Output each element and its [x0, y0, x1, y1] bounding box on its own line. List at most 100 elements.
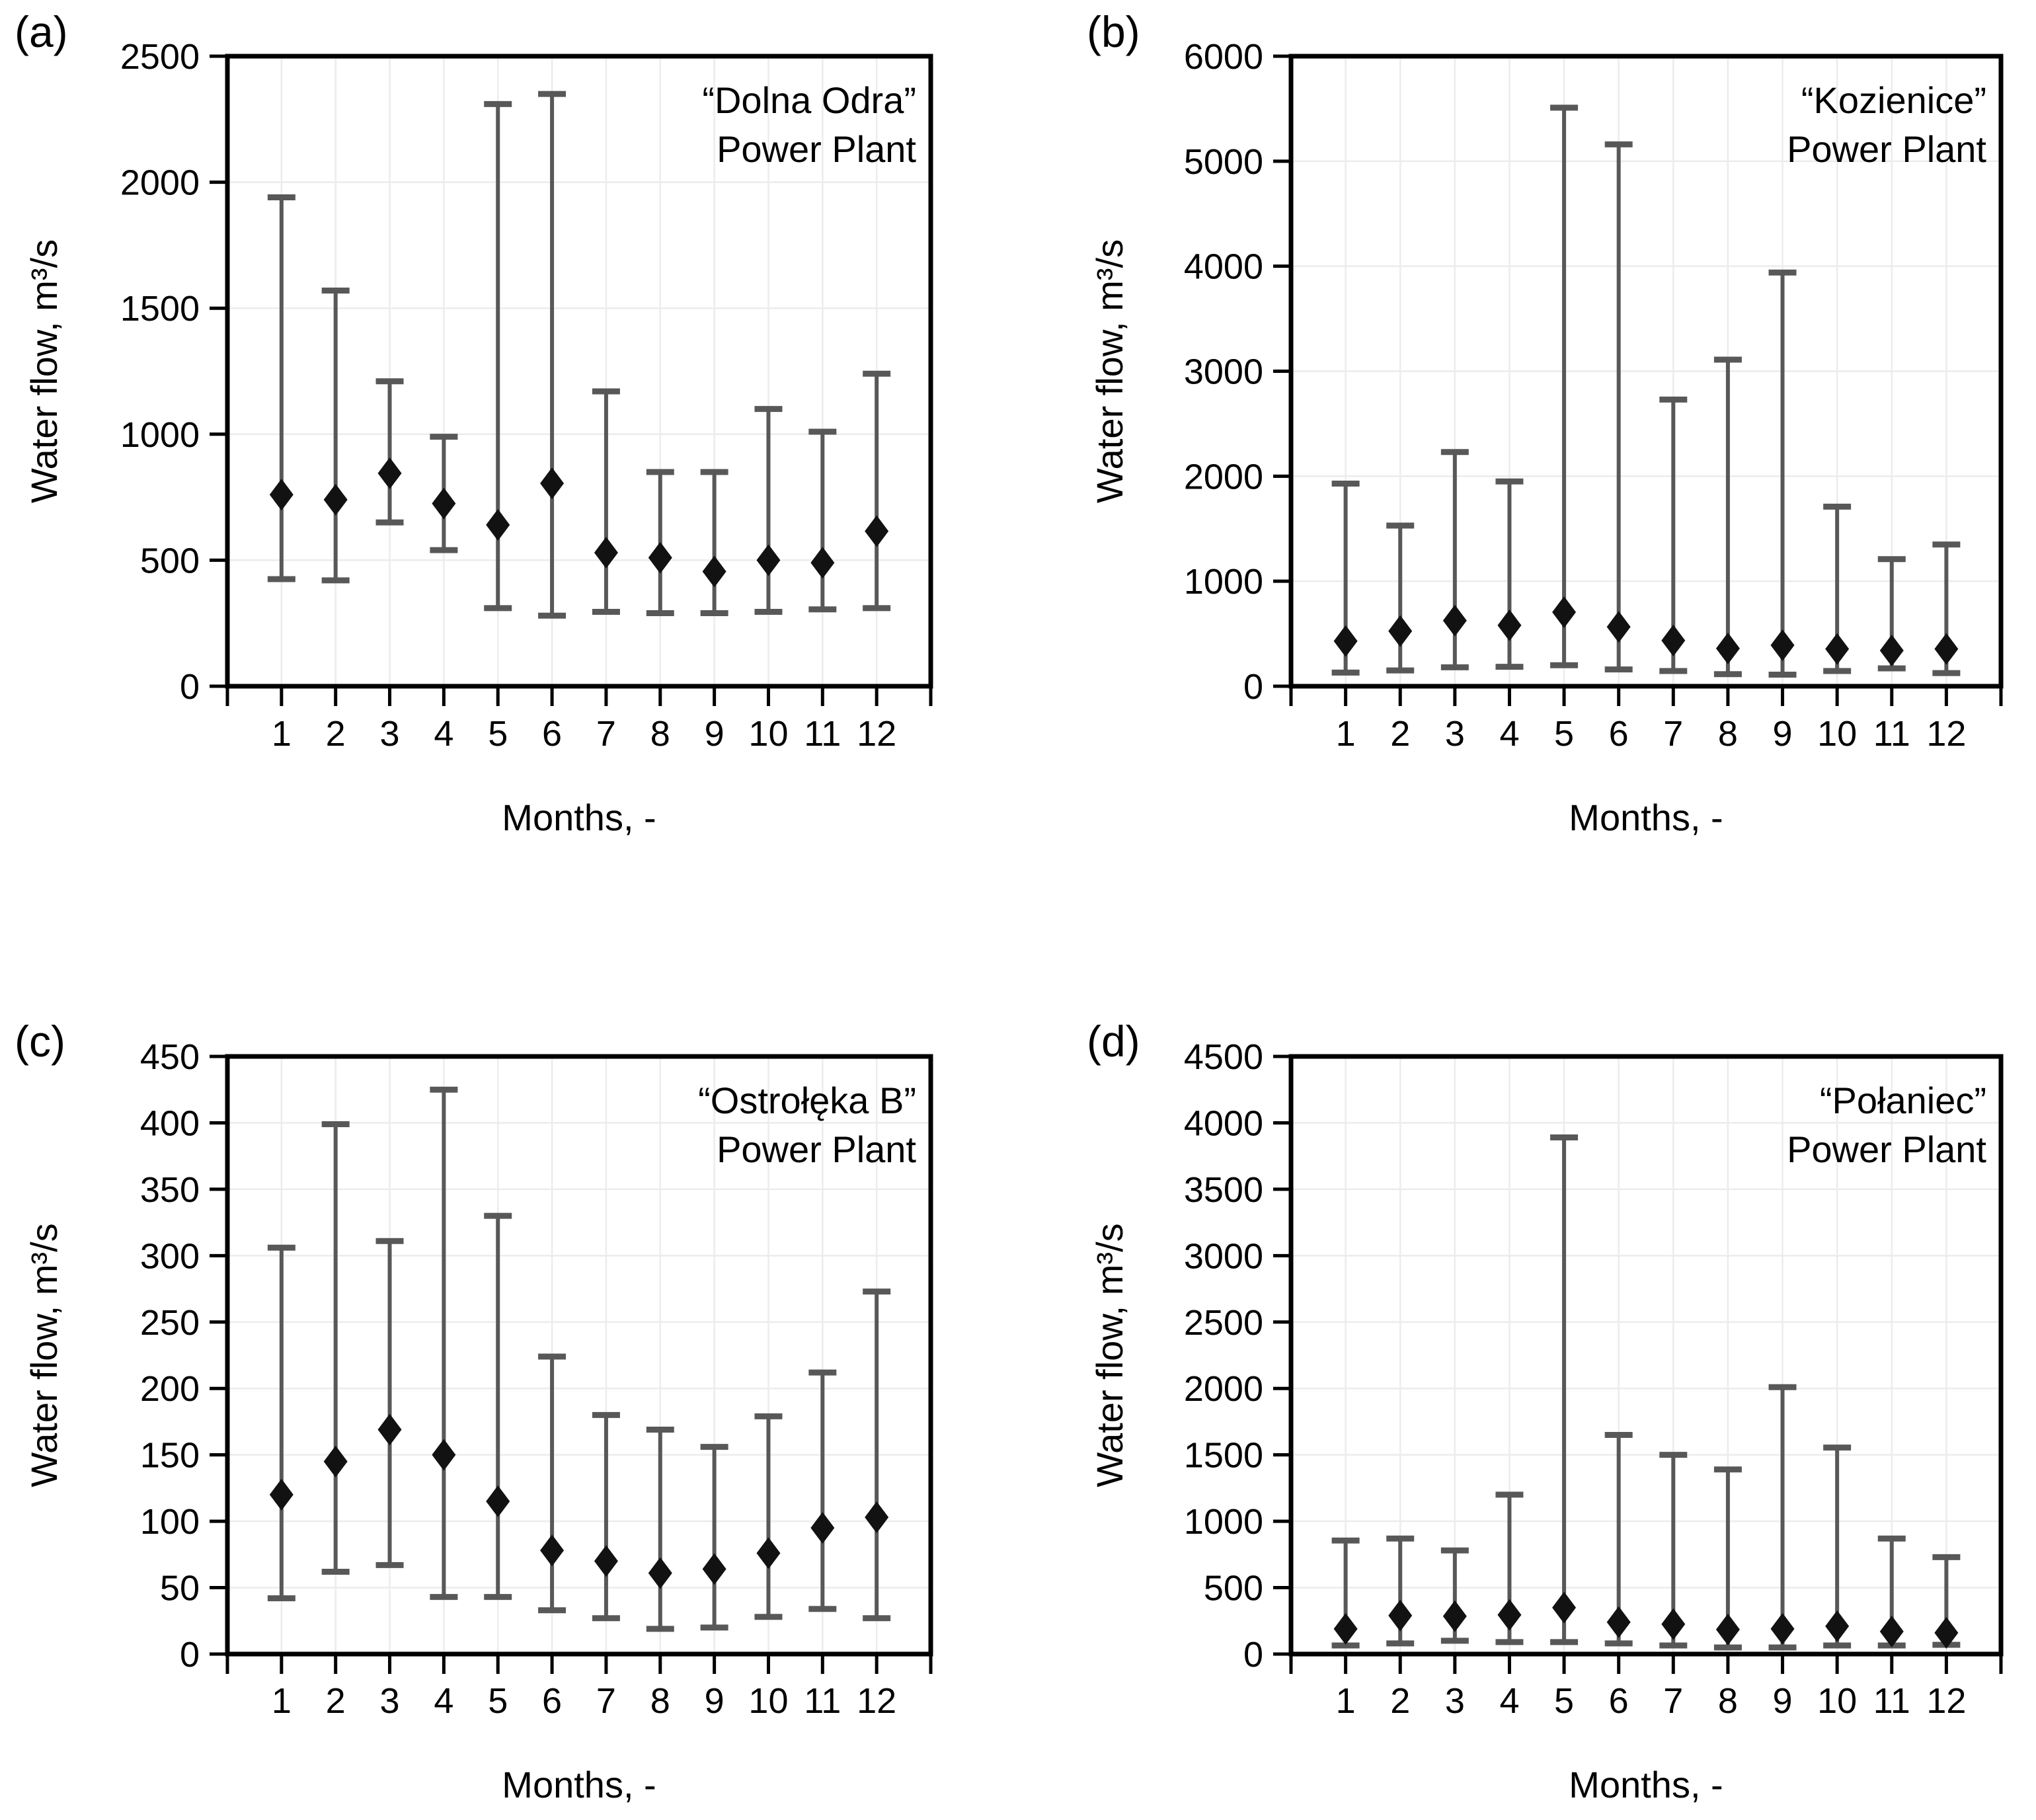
- y-tick-label: 500: [1204, 1569, 1263, 1608]
- panel-d-letter: (d): [1087, 1017, 1140, 1066]
- error-bar-month-10: [754, 406, 783, 615]
- x-tick-label: 5: [488, 1681, 508, 1721]
- panel-b-letter: (b): [1087, 7, 1140, 56]
- mean-marker-month-6: [1606, 1606, 1631, 1638]
- mean-marker-month-2: [1388, 615, 1413, 647]
- y-tick-label: 2000: [1184, 1369, 1263, 1409]
- x-tick-label: 1: [1336, 714, 1356, 754]
- y-tick-label: 200: [140, 1369, 200, 1409]
- x-tick-label: 8: [650, 1681, 670, 1721]
- mean-marker-month-8: [1715, 1613, 1740, 1645]
- y-tick-label: 500: [140, 541, 200, 580]
- error-bar-month-7: [592, 1411, 620, 1622]
- x-tick-label: 9: [705, 714, 724, 754]
- x-tick-label: 4: [434, 714, 453, 754]
- mean-marker-month-3: [377, 1413, 402, 1446]
- mean-marker-month-10: [756, 1537, 781, 1569]
- x-tick-label: 8: [650, 714, 670, 754]
- y-axis-title: Water flow, m³/s: [23, 239, 65, 503]
- x-tick-label: 4: [1499, 714, 1519, 754]
- x-tick-label: 10: [1817, 714, 1857, 754]
- y-axis-title: Water flow, m³/s: [23, 1223, 65, 1487]
- mean-marker-month-11: [810, 547, 835, 579]
- panel-b: (b) 0 1000 2000 3000 4000 5000 6000 1 2 3 4 5 6 7 8 9 10…: [1018, 0, 2036, 910]
- y-axis-title: Water flow, m³/s: [1089, 1223, 1130, 1487]
- plant-annotation-line2: Power Plant: [1787, 128, 1986, 170]
- mean-marker-month-11: [1879, 1615, 1904, 1647]
- x-tick-label: 7: [596, 714, 616, 754]
- x-tick-label: 12: [857, 714, 896, 754]
- mean-marker-month-11: [810, 1512, 835, 1544]
- error-bar-month-2: [321, 288, 350, 584]
- x-tick-label: 4: [434, 1681, 453, 1721]
- error-bar-month-3: [375, 378, 404, 526]
- y-tick-label: 0: [180, 1635, 200, 1675]
- mean-marker-month-4: [432, 1439, 456, 1471]
- error-bar-month-6: [538, 91, 567, 619]
- y-tick-label: 0: [1243, 667, 1263, 707]
- mean-marker-month-12: [865, 515, 889, 547]
- error-bar-month-5: [484, 1212, 512, 1601]
- x-tick-label: 7: [1663, 1681, 1683, 1721]
- error-bar-month-1: [267, 194, 295, 582]
- plant-annotation-line1: “Ostrołęka B”: [698, 1080, 916, 1121]
- error-bar-month-5: [1550, 1134, 1579, 1645]
- mean-marker-month-7: [1661, 624, 1686, 656]
- y-tick-label: 3000: [1184, 1236, 1263, 1276]
- x-tick-label: 10: [1817, 1681, 1857, 1721]
- x-tick-label: 2: [326, 714, 346, 754]
- panel-b-chart: 0 1000 2000 3000 4000 5000 6000 1 2 3 4 5 6 7 8 9 10 11 12…: [1018, 0, 2036, 910]
- y-tick-label: 4000: [1184, 1103, 1263, 1143]
- error-bar-month-5: [1550, 104, 1579, 668]
- mean-marker-month-6: [1606, 611, 1631, 643]
- x-tick-label: 10: [748, 714, 788, 754]
- error-bar-month-6: [1604, 141, 1633, 673]
- mean-marker-month-12: [865, 1501, 889, 1534]
- x-tick-label: 12: [1926, 1681, 1966, 1721]
- mean-marker-month-8: [1715, 632, 1740, 664]
- y-tick-label: 3500: [1184, 1170, 1263, 1210]
- mean-marker-month-7: [594, 536, 618, 569]
- y-tick-label: 0: [180, 667, 200, 707]
- x-tick-label: 11: [1873, 714, 1910, 754]
- error-bar-month-10: [754, 1413, 783, 1620]
- y-tick-label: 1000: [120, 415, 200, 455]
- mean-marker-month-3: [1442, 604, 1467, 637]
- mean-marker-month-4: [1497, 1599, 1522, 1631]
- y-tick-label: 100: [140, 1502, 200, 1542]
- mean-marker-month-1: [269, 479, 294, 511]
- x-tick-label: 5: [1554, 1681, 1574, 1721]
- y-tick-label: 400: [140, 1103, 200, 1143]
- mean-marker-month-4: [1497, 609, 1522, 641]
- mean-marker-month-9: [702, 555, 726, 588]
- x-tick-label: 10: [748, 1681, 788, 1721]
- panel-d-chart: 0 500 1000 1500 2000 2500 3000 3500 4000 4500 1 2 3 4…: [1018, 910, 2036, 1820]
- x-tick-label: 1: [272, 1681, 292, 1721]
- x-tick-label: 6: [1609, 714, 1629, 754]
- plot-border: [225, 1054, 933, 1657]
- x-tick-label: 9: [1773, 1681, 1793, 1721]
- x-tick-label: 5: [488, 714, 508, 754]
- error-bar-month-11: [808, 428, 837, 613]
- y-tick-label: 2500: [1184, 1303, 1263, 1343]
- panel-a: (a) 0 500 1000 1500 2000 2500 1 2 3 4 5 6 7 8 9 10 11 12 “…: [0, 0, 1018, 910]
- mean-marker-month-1: [1333, 1612, 1358, 1645]
- x-tick-label: 6: [542, 1681, 562, 1721]
- x-tick-label: 3: [1445, 714, 1465, 754]
- mean-marker-month-12: [1934, 633, 1959, 665]
- x-axis-title: Months, -: [502, 797, 656, 838]
- x-tick-label: 1: [272, 714, 292, 754]
- error-bar-month-8: [1713, 356, 1742, 678]
- error-bar-month-2: [1386, 522, 1415, 674]
- plant-annotation-line1: “Kozienice”: [1801, 79, 1986, 121]
- y-tick-label: 2000: [120, 163, 200, 203]
- mean-marker-month-8: [648, 541, 672, 574]
- mean-marker-month-9: [702, 1553, 726, 1585]
- y-tick-label: 450: [140, 1037, 200, 1077]
- x-axis-title: Months, -: [1569, 1764, 1723, 1805]
- y-tick-label: 50: [160, 1569, 200, 1608]
- mean-marker-month-7: [594, 1545, 618, 1577]
